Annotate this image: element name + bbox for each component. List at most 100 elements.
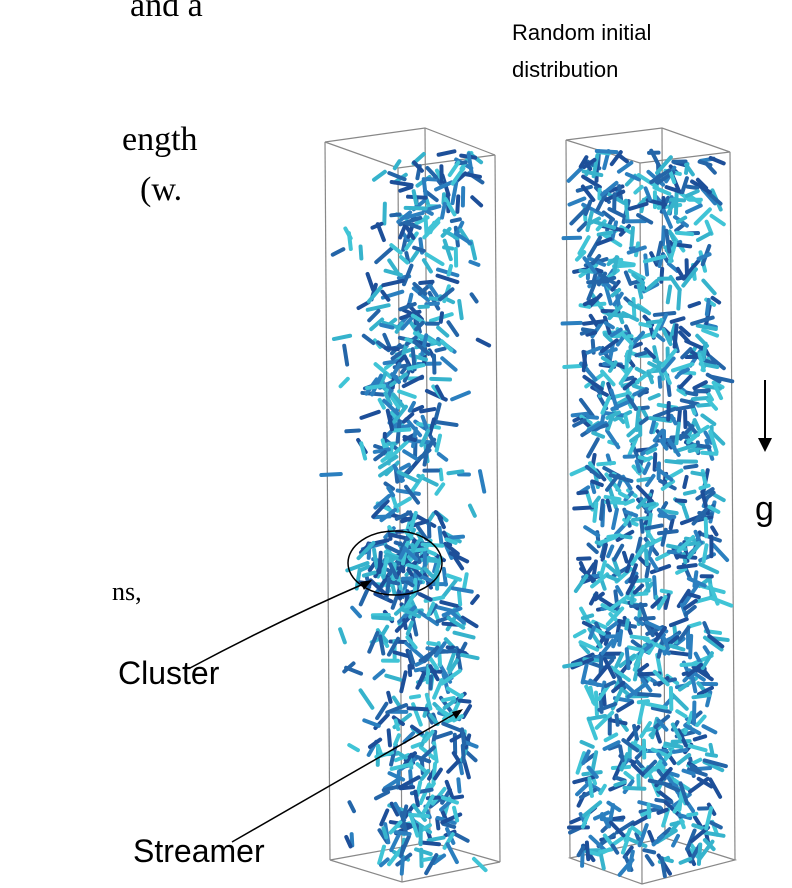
fiber (608, 501, 610, 511)
fiber (596, 693, 597, 715)
fiber (632, 228, 633, 245)
fiber (448, 844, 457, 862)
fiber (700, 162, 711, 165)
fiber (698, 233, 710, 240)
fiber (464, 574, 467, 590)
fiber (641, 521, 642, 532)
fiber (404, 414, 412, 421)
fiber (427, 179, 435, 180)
fiber (437, 819, 438, 828)
fiber (692, 473, 703, 475)
fiber (625, 773, 632, 778)
fiber (675, 325, 677, 346)
fiber (584, 321, 605, 324)
fiber (383, 281, 403, 285)
fiber (669, 773, 678, 776)
fiber (689, 594, 699, 597)
fiber (453, 588, 472, 591)
fiber (608, 576, 618, 580)
fiber (583, 666, 587, 683)
fiber (611, 390, 617, 408)
fiber (626, 354, 627, 372)
fiber (394, 698, 399, 706)
fiber (592, 484, 594, 492)
fiber (361, 690, 373, 707)
fiber (344, 346, 347, 365)
fiber (676, 192, 677, 213)
fiber (700, 486, 708, 489)
fiber (364, 573, 375, 576)
streamer-label: Streamer (133, 833, 265, 869)
fiber (632, 592, 633, 603)
fiber (415, 792, 418, 806)
fiber (439, 151, 455, 154)
fiber (623, 839, 628, 853)
fiber (583, 352, 585, 365)
fiber (646, 550, 647, 564)
fiber (695, 390, 708, 391)
fiber (386, 348, 398, 349)
fiber (364, 720, 379, 725)
fiber (677, 233, 692, 234)
fiber (688, 814, 696, 815)
fiber (413, 744, 421, 747)
fiber (401, 465, 409, 469)
fiber (400, 187, 411, 191)
fiber (600, 537, 615, 542)
fiber (679, 791, 681, 809)
fiber (369, 311, 378, 321)
fiber (435, 611, 439, 621)
fiber (359, 302, 369, 308)
fiber (424, 260, 431, 271)
fiber (620, 746, 622, 760)
fiber (420, 842, 439, 844)
figure: and a ength (w. ns, Random initial distr… (0, 0, 792, 888)
fiber (636, 353, 645, 355)
fiber (384, 204, 385, 224)
fiber (631, 605, 646, 606)
fiber (430, 419, 434, 433)
fiber (601, 562, 605, 576)
fiber (588, 417, 597, 418)
fiber (692, 674, 696, 691)
caption: Random initial (512, 20, 651, 45)
fiber (589, 779, 592, 796)
fiber (614, 546, 622, 560)
fiber (677, 556, 696, 558)
fiber (711, 745, 713, 753)
fiber (474, 859, 486, 870)
fiber (622, 536, 631, 537)
fiber (635, 580, 650, 581)
fiber (614, 257, 616, 273)
fiber (599, 232, 612, 234)
fiber (421, 409, 434, 411)
fiber (578, 492, 586, 493)
fiber (563, 323, 581, 324)
fiber (395, 499, 409, 507)
fiber (598, 463, 614, 464)
fiber (378, 224, 384, 240)
fiber (346, 430, 359, 431)
fiber (414, 191, 416, 203)
fibers (321, 151, 732, 876)
fiber (462, 655, 478, 658)
fiber (676, 225, 683, 231)
fiber (470, 262, 478, 265)
fiber (411, 696, 419, 697)
fiber (684, 507, 687, 517)
fiber (650, 395, 659, 399)
fiber (689, 623, 700, 626)
fiber (671, 519, 673, 528)
fiber (586, 202, 591, 214)
fiber (449, 266, 451, 275)
fiber (699, 844, 700, 863)
fiber (401, 426, 409, 428)
fiber (669, 264, 677, 271)
fiber (584, 802, 600, 815)
fiber (402, 858, 403, 873)
fiber (698, 405, 709, 406)
fiber (601, 854, 604, 868)
fiber (617, 778, 625, 781)
fiber (404, 620, 406, 628)
fiber (638, 694, 659, 695)
